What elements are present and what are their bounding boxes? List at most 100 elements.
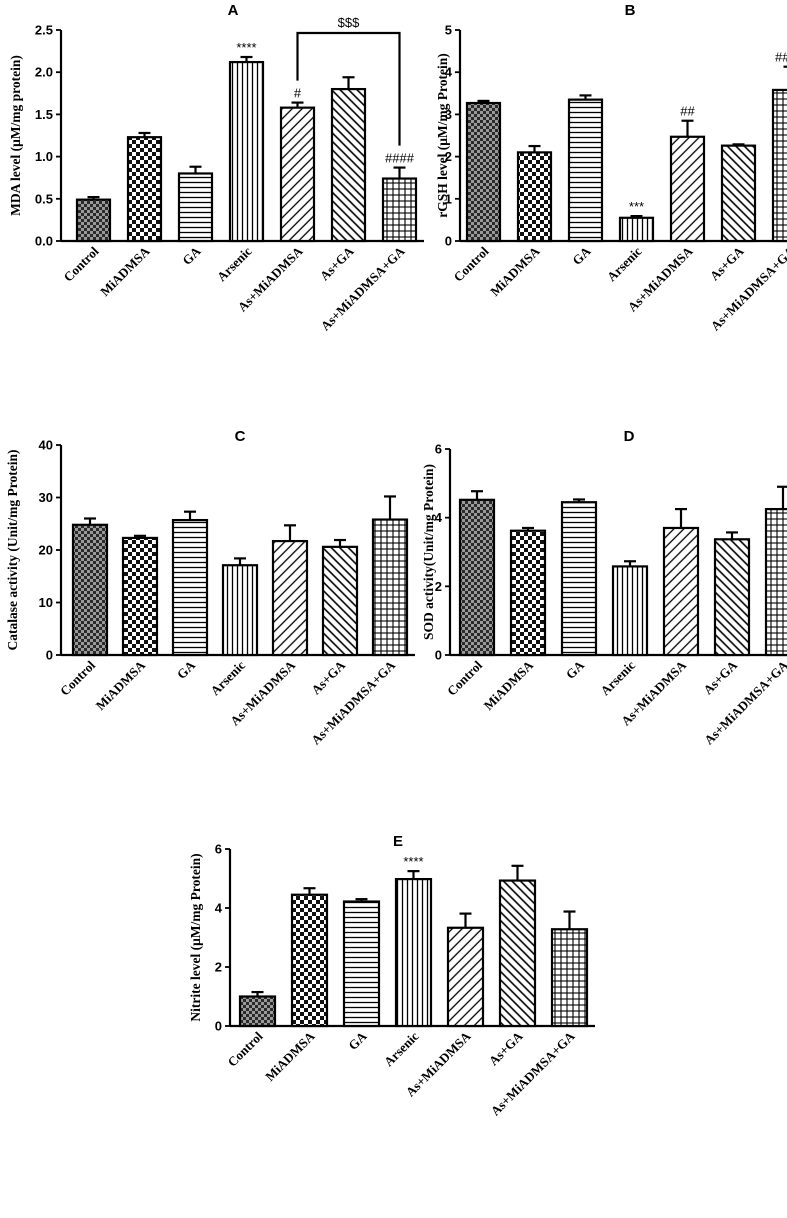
chart-panel-c: C Catalase activity (Unit/mg Protein) 0 10 2… xyxy=(5,428,415,748)
y-tick-label: 4 xyxy=(445,65,453,80)
bar-arsenic xyxy=(618,216,655,243)
y-tick-label: 2.5 xyxy=(35,23,53,38)
y-tick-label: 2 xyxy=(215,960,222,975)
significance-mark: *** xyxy=(629,199,644,214)
bar-arsenic xyxy=(228,60,265,243)
y-axis-title: SOD activity(Unit/mg Protein) xyxy=(421,464,436,640)
x-category-label: GA xyxy=(563,657,588,682)
x-category-label: As+MiADMSA+GA xyxy=(308,657,398,747)
y-tick-label: 4 xyxy=(215,901,223,916)
bar-ga xyxy=(171,518,209,657)
x-category-label: Arsenic xyxy=(207,657,248,698)
bar-as-miadmsa-ga xyxy=(550,928,589,1028)
significance-mark: # xyxy=(294,86,302,101)
y-tick-label: 2.0 xyxy=(35,65,53,80)
bar-miadmsa xyxy=(126,136,163,243)
y-tick-label: 2 xyxy=(435,579,442,594)
bar-miadmsa xyxy=(290,893,329,1028)
y-axis-title: rGSH level (μM/mg Protein) xyxy=(435,53,450,218)
y-tick-label: 1.0 xyxy=(35,149,53,164)
panel-letter: D xyxy=(624,428,635,445)
bar-arsenic xyxy=(221,564,259,657)
bar-as-miadmsa-ga xyxy=(371,518,409,657)
bar-as-miadmsa-ga xyxy=(771,88,787,243)
bar-ga xyxy=(342,900,381,1028)
x-category-label: MiADMSA xyxy=(481,657,537,713)
y-tick-label: 2 xyxy=(445,149,452,164)
x-category-label: As+GA xyxy=(308,657,348,697)
bar-ga xyxy=(567,98,604,243)
y-tick-label: 40 xyxy=(39,438,53,453)
x-category-label: Control xyxy=(451,243,492,284)
bar-as-miadmsa xyxy=(669,135,706,243)
chart-panel-a: A MDA level (μM/mg protein) 0.0 0.5 1.0 1.5 2.… xyxy=(8,2,424,334)
bar-miadmsa xyxy=(516,151,553,243)
y-tick-label: 4 xyxy=(435,510,443,525)
y-tick-label: 5 xyxy=(445,23,452,38)
y-tick-label: 0.5 xyxy=(35,191,53,206)
x-category-label: MiADMSA xyxy=(487,243,543,299)
x-category-label: Control xyxy=(225,1028,266,1069)
significance-mark: #### xyxy=(775,50,787,65)
panel-letter: A xyxy=(228,2,239,19)
bar-control xyxy=(71,523,109,657)
bar-ga xyxy=(560,501,598,657)
x-category-label: GA xyxy=(569,243,594,268)
bar-as-miadmsa xyxy=(279,106,316,243)
y-tick-label: 0.0 xyxy=(35,234,53,249)
x-category-label: Arsenic xyxy=(597,657,638,698)
bar-arsenic xyxy=(394,877,433,1028)
significance-mark: ## xyxy=(680,104,695,119)
y-tick-label: 1.5 xyxy=(35,107,53,122)
x-category-label: MiADMSA xyxy=(262,1028,318,1084)
panel-letter: C xyxy=(235,428,246,445)
bar-control xyxy=(465,101,502,243)
bar-as-miadmsa xyxy=(446,926,485,1028)
x-category-label: MiADMSA xyxy=(97,243,153,299)
x-category-label: GA xyxy=(345,1028,370,1053)
significance-mark: **** xyxy=(236,40,256,55)
bar-as-ga xyxy=(720,144,757,243)
x-category-label: As+MiADMSA+GA xyxy=(708,243,787,333)
bar-as-miadmsa xyxy=(662,526,700,657)
y-tick-label: 0 xyxy=(435,648,442,663)
y-axis-title: MDA level (μM/mg protein) xyxy=(8,55,23,216)
bar-miadmsa xyxy=(509,529,547,657)
x-category-label: Control xyxy=(444,657,485,698)
bar-as-ga xyxy=(330,87,367,243)
y-tick-label: 1 xyxy=(445,191,452,206)
y-tick-label: 0 xyxy=(445,234,452,249)
chart-panel-d: D SOD activity(Unit/mg Protein) 0 2 4 6 Contro… xyxy=(421,428,787,748)
panel-letter: B xyxy=(625,2,636,19)
x-category-label: As+MiADMSA+GA xyxy=(701,657,787,747)
x-category-label: Arsenic xyxy=(381,1028,422,1069)
bar-as-ga xyxy=(498,879,537,1028)
y-tick-label: 10 xyxy=(39,595,53,610)
y-tick-label: 20 xyxy=(39,543,53,558)
chart-panel-e: E Nitrite level (μM/mg Protein) 0 2 4 6 Contro… xyxy=(188,833,595,1119)
bar-control xyxy=(75,198,112,243)
bar-as-miadmsa-ga xyxy=(381,177,418,243)
y-tick-label: 0 xyxy=(46,648,53,663)
bar-miadmsa xyxy=(121,536,159,657)
bar-ga xyxy=(177,172,214,243)
x-category-label: Control xyxy=(61,243,102,284)
x-category-label: Arsenic xyxy=(214,243,255,284)
bar-as-ga xyxy=(713,538,751,657)
x-category-label: As+GA xyxy=(707,243,747,283)
x-category-label: GA xyxy=(174,657,199,682)
x-category-label: GA xyxy=(179,243,204,268)
x-category-label: As+GA xyxy=(700,657,740,697)
y-tick-label: 3 xyxy=(445,107,452,122)
bar-as-ga xyxy=(321,545,359,657)
x-category-label: As+MiADMSA+GA xyxy=(318,243,408,333)
bracket-label: $$$ xyxy=(338,15,360,30)
x-category-label: Control xyxy=(57,657,98,698)
bar-control xyxy=(458,498,496,657)
bar-arsenic xyxy=(611,565,649,657)
x-category-label: As+GA xyxy=(486,1028,526,1068)
x-category-label: MiADMSA xyxy=(93,657,149,713)
y-tick-label: 6 xyxy=(215,842,222,857)
